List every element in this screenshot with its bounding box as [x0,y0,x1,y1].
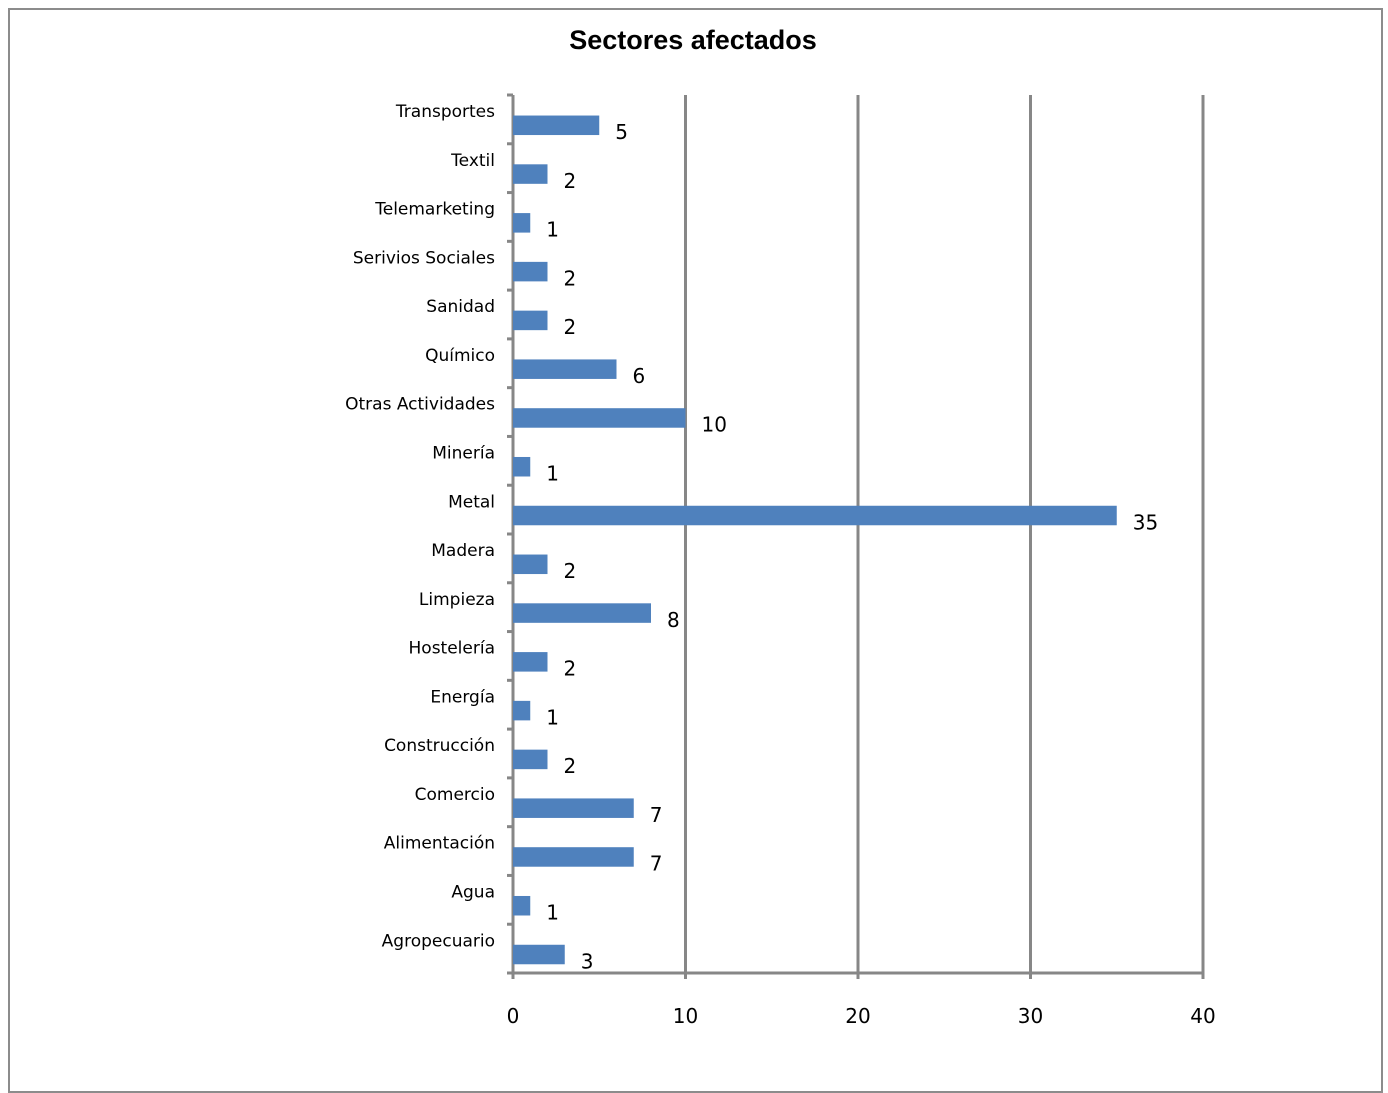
x-tick-label-20: 20 [845,1004,870,1028]
value-label: 7 [650,803,663,827]
bar-alimentación [513,847,634,867]
bar-comercio [513,798,634,818]
category-label: Metal [448,492,495,512]
value-label: 6 [633,364,646,388]
value-label: 2 [564,266,577,290]
category-label: Químico [425,346,495,366]
value-label: 2 [564,754,577,778]
category-label: Telemarketing [374,200,495,220]
x-tick-label-40: 40 [1190,1004,1215,1028]
category-label: Minería [432,444,495,464]
bar-textil [513,164,548,184]
value-label: 2 [564,169,577,193]
category-label: Otras Actividades [345,395,495,415]
value-label: 2 [564,559,577,583]
x-tick-label-10: 10 [673,1004,698,1028]
category-label: Agua [451,883,495,903]
bar-agua [513,895,531,916]
x-tick-label-30: 30 [1018,1004,1043,1028]
bar-minería [513,456,531,477]
category-label: Hostelería [409,639,495,659]
x-tick-label-0: 0 [507,1004,520,1028]
value-label: 5 [615,120,628,144]
value-label: 3 [581,949,594,973]
category-label: Textil [450,151,495,171]
category-label: Madera [431,541,495,561]
bar-metal [513,505,1117,526]
category-label: Construcción [384,736,495,756]
value-label: 10 [702,413,727,437]
category-label: Serivios Sociales [353,248,495,268]
value-label: 1 [546,900,559,924]
value-label: 1 [546,461,559,485]
chart-frame [8,8,1383,1093]
bar-químico [513,359,617,379]
bar-limpieza [513,603,651,623]
value-label: 2 [564,315,577,339]
value-label: 7 [650,852,663,876]
bar-transportes [513,115,600,136]
value-label: 8 [667,608,680,632]
category-label: Limpieza [419,590,495,610]
value-label: 1 [546,705,559,729]
category-label: Alimentación [384,834,495,854]
labels: 0 10 20 30 40 Agropecuario 3 Agua 1 Alimentación 7… [345,102,1216,1028]
bar-construcción [513,749,548,770]
category-label: Transportes [395,102,495,122]
gridlines [684,95,1205,973]
category-label: Energía [430,687,495,707]
category-label: Sanidad [426,297,495,317]
bar-agropecuario [513,944,565,965]
bars [513,115,1117,965]
value-label: 35 [1133,510,1158,534]
category-label: Comercio [415,785,495,805]
axes [507,93,1205,979]
value-label: 2 [564,657,577,681]
bar-sanidad [513,310,548,331]
bar-energía [513,700,531,721]
bar-serivios-sociales [513,261,548,282]
value-label: 1 [546,218,559,242]
bar-telemarketing [513,213,531,233]
bar-hostelería [513,652,548,672]
chart-title: Sectores afectados [569,25,817,55]
category-label: Agropecuario [382,931,495,951]
bar-otras-actividades [513,408,686,428]
bar-madera [513,554,548,575]
